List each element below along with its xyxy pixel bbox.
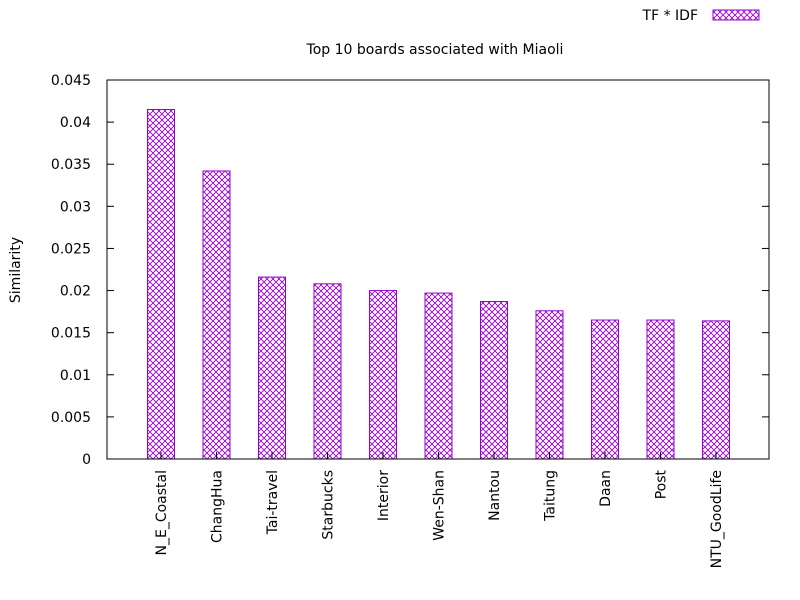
legend-swatch xyxy=(712,9,760,21)
bar-tai-travel xyxy=(258,276,286,460)
bar-interior xyxy=(369,290,397,460)
bar-ntu-goodlife xyxy=(702,320,730,460)
y-tick-label: 0.01 xyxy=(60,368,91,384)
legend-label: TF * IDF xyxy=(642,8,698,24)
x-tick-label: Daan xyxy=(598,470,614,507)
y-axis-label: Similarity xyxy=(8,237,24,303)
bar-taitung xyxy=(535,310,564,460)
bar-n-e-coastal xyxy=(147,108,175,460)
x-tick-label: Interior xyxy=(376,470,392,521)
y-tick-label: 0.035 xyxy=(51,157,91,173)
x-axis-ticks: N_E_Coastal ChangHua Tai-travel Starbucks In… xyxy=(154,452,725,568)
x-tick-label: Starbucks xyxy=(321,470,337,540)
x-tick-label: ChangHua xyxy=(210,470,226,543)
y-axis-ticks: 0 0.005 0.01 0.015 0.02 0.025 0.03 0.035 0.04 0.0… xyxy=(51,73,769,468)
bars xyxy=(147,108,730,460)
x-tick-label: Post xyxy=(654,469,670,499)
x-tick-label: N_E_Coastal xyxy=(154,470,170,556)
x-tick-label: Tai-travel xyxy=(265,470,281,535)
y-tick-label: 0.02 xyxy=(60,284,91,300)
x-tick-label: NTU_GoodLife xyxy=(709,470,725,568)
y-tick-label: 0.005 xyxy=(51,410,91,426)
x-tick-label: Taitung xyxy=(543,470,559,522)
x-tick-label: Nantou xyxy=(487,470,503,521)
y-tick-label: 0.04 xyxy=(60,115,91,131)
bar-nantou xyxy=(480,301,508,460)
bar-post xyxy=(646,319,675,460)
bar-starbucks xyxy=(313,283,342,460)
plot-frame xyxy=(106,79,770,460)
bar-wen-shan xyxy=(424,292,453,460)
bar-changhua xyxy=(202,170,231,460)
x-tick-label: Wen-Shan xyxy=(432,470,448,541)
chart-title: Top 10 boards associated with Miaoli xyxy=(306,42,564,58)
y-tick-label: 0.025 xyxy=(51,241,91,257)
legend: TF * IDF xyxy=(642,8,760,24)
y-tick-label: 0.015 xyxy=(51,326,91,342)
y-tick-label: 0.045 xyxy=(51,73,91,89)
bar-daan xyxy=(591,319,619,460)
y-tick-label: 0.03 xyxy=(60,199,91,215)
y-tick-label: 0 xyxy=(82,452,91,468)
